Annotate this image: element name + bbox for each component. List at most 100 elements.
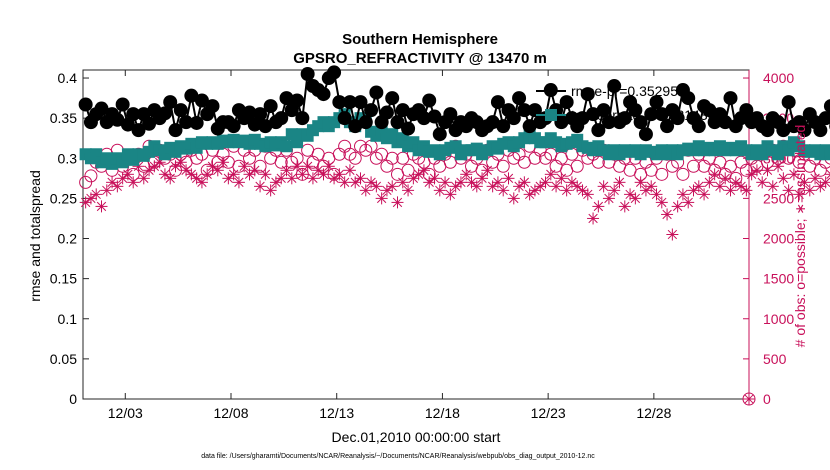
asterisk-stroke bbox=[715, 181, 725, 192]
y-axis-left-label: rmse and totalspread bbox=[27, 170, 43, 302]
asterisk-stroke bbox=[297, 169, 308, 179]
asterisk-stroke bbox=[720, 173, 730, 184]
asterisk-stroke bbox=[345, 165, 355, 175]
assimilated-obs-point bbox=[259, 168, 272, 181]
y-right-tick-label: 2500 bbox=[763, 190, 794, 206]
assimilated-obs-point bbox=[597, 180, 610, 193]
asterisk-stroke bbox=[160, 169, 170, 179]
possible-obs-point bbox=[232, 159, 246, 173]
rmse-point bbox=[242, 105, 257, 120]
rmse-point bbox=[253, 107, 268, 122]
x-axis: 12/03 12/08 12/13 12/18 12/23 12/28 bbox=[108, 70, 672, 421]
assimilated-obs-point bbox=[682, 196, 695, 209]
assimilated-obs-point bbox=[629, 192, 642, 205]
assimilated-obs-point bbox=[359, 184, 372, 197]
assimilated-obs-point bbox=[206, 160, 219, 173]
asterisk-stroke bbox=[276, 173, 286, 184]
rmse-point bbox=[512, 91, 527, 106]
asterisk-stroke bbox=[567, 177, 577, 188]
x-tick-label: 12/18 bbox=[425, 405, 460, 421]
rmse-point bbox=[179, 115, 194, 130]
y-axis-left: 0 0.05 0.1 0.15 0.2 0.25 0.3 0.35 0.4 bbox=[50, 70, 89, 407]
assimilated-obs-point bbox=[502, 172, 515, 185]
rmse-point bbox=[776, 123, 791, 138]
asterisk-stroke bbox=[752, 165, 762, 175]
rmse-point bbox=[247, 117, 262, 132]
assimilated-obs-point bbox=[613, 176, 626, 189]
assimilated-obs-point bbox=[766, 180, 779, 193]
rmse-point bbox=[654, 107, 669, 122]
asterisk-stroke bbox=[445, 189, 456, 200]
assimilated-obs-point bbox=[460, 168, 473, 181]
asterisk-stroke bbox=[472, 181, 482, 192]
asterisk-stroke bbox=[260, 169, 271, 179]
possible-obs-point bbox=[401, 163, 415, 177]
asterisk-stroke bbox=[313, 165, 323, 175]
assimilated-obs-point bbox=[587, 212, 600, 225]
asterisk-stroke bbox=[783, 185, 794, 196]
y-right-tick-label: 2000 bbox=[763, 231, 794, 247]
rmse-point bbox=[194, 93, 209, 108]
asterisk-stroke bbox=[265, 185, 276, 196]
asterisk-stroke bbox=[704, 177, 715, 188]
asterisk-stroke bbox=[86, 193, 96, 204]
possible-obs-point bbox=[290, 151, 304, 165]
rmse-point bbox=[342, 95, 357, 110]
assimilated-obs-point bbox=[655, 196, 668, 209]
rmse-point bbox=[385, 91, 400, 106]
rmse-point bbox=[401, 121, 416, 136]
asterisk-stroke bbox=[191, 173, 202, 184]
rmse-point bbox=[120, 117, 135, 132]
asterisk-stroke bbox=[503, 173, 514, 184]
asterisk-stroke bbox=[244, 169, 255, 179]
asterisk-stroke bbox=[255, 181, 265, 192]
assimilated-obs-point bbox=[254, 180, 267, 193]
chart-subtitle: GPSRO_REFRACTIVITY @ 13470 m bbox=[293, 50, 547, 67]
y-axis-right-label: # of obs: o=possible; ∗=assimilated bbox=[792, 125, 808, 348]
y-left-tick-label: 0 bbox=[69, 391, 77, 407]
asterisk-stroke bbox=[524, 189, 535, 200]
rmse-point bbox=[163, 95, 178, 110]
asterisk-stroke bbox=[540, 177, 551, 188]
rmse-point bbox=[295, 111, 310, 126]
rmse-point bbox=[189, 115, 204, 130]
x-tick-label: 12/23 bbox=[531, 405, 566, 421]
rmse-point bbox=[184, 88, 199, 103]
possible-obs-point bbox=[84, 169, 98, 183]
asterisk-stroke bbox=[826, 169, 830, 175]
rmse-point bbox=[300, 67, 315, 82]
legend-rmse-marker bbox=[545, 85, 557, 97]
assimilated-obs-point bbox=[275, 172, 288, 185]
rmse-point bbox=[633, 115, 648, 130]
assimilated-obs-point bbox=[227, 168, 240, 181]
asterisk-stroke bbox=[577, 185, 588, 196]
assimilated-obs-point bbox=[555, 172, 568, 185]
asterisk-stroke bbox=[435, 185, 445, 196]
assimilated-obs-point bbox=[661, 208, 674, 221]
rmse-point bbox=[364, 103, 379, 118]
rmse-point bbox=[649, 95, 664, 110]
assimilated-obs-point bbox=[756, 176, 769, 189]
possible-obs-point bbox=[655, 167, 669, 181]
x-tick-label: 12/08 bbox=[213, 405, 248, 421]
asterisk-stroke bbox=[614, 177, 625, 188]
assimilated-obs-point bbox=[386, 180, 399, 193]
rmse-point bbox=[131, 123, 146, 138]
asterisk-stroke bbox=[96, 201, 107, 212]
asterisk-stroke bbox=[498, 185, 508, 196]
asterisk-stroke bbox=[709, 169, 720, 179]
assimilated-obs-point bbox=[439, 176, 452, 189]
asterisk-stroke bbox=[382, 185, 392, 196]
rmse-point bbox=[279, 91, 294, 106]
legend-spread-label: totalspread pr=0.31436 bbox=[571, 107, 716, 123]
asterisk-stroke bbox=[107, 177, 117, 188]
y-right-tick-label: 0 bbox=[763, 391, 771, 407]
rmse-point bbox=[263, 99, 278, 114]
possible-obs-point bbox=[169, 163, 182, 177]
assimilated-obs-point bbox=[111, 180, 124, 193]
asterisk-stroke bbox=[683, 197, 693, 208]
x-axis-label: Dec.01,2010 00:00:00 start bbox=[332, 429, 501, 445]
asterisk-stroke bbox=[736, 181, 746, 192]
possible-obs-point bbox=[475, 163, 489, 177]
asterisk-stroke bbox=[271, 177, 281, 188]
